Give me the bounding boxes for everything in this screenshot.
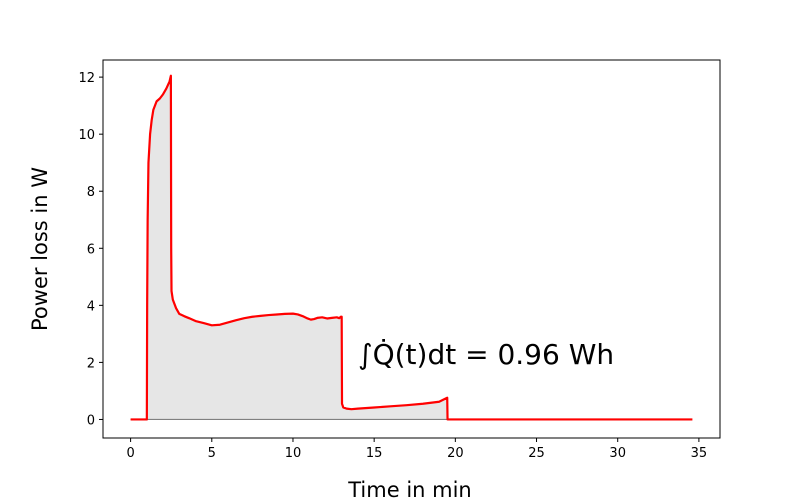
- y-tick-label: 8: [87, 185, 95, 200]
- x-axis-label: Time in min: [347, 478, 472, 500]
- y-tick-label: 10: [78, 128, 95, 143]
- x-tick-label: 35: [691, 446, 708, 461]
- fill-layer: [130, 75, 693, 420]
- y-tick-label: 0: [87, 413, 95, 428]
- x-tick-label: 25: [528, 446, 545, 461]
- x-tick-label: 15: [366, 446, 383, 461]
- x-tick-label: 10: [285, 446, 302, 461]
- y-tick-label: 2: [87, 356, 95, 371]
- line-layer: [130, 74, 693, 421]
- y-axis-label: Power loss in W: [28, 167, 52, 331]
- x-tick-label: 0: [126, 446, 134, 461]
- y-tick-label: 6: [87, 242, 95, 257]
- integral-annotation: ∫Q̇(t)dt = 0.96 Wh: [358, 338, 614, 371]
- y-axis-ticks: 0 2 4 6 8 10 12: [78, 71, 103, 428]
- x-axis-ticks: 0 5 10 15 20 25 30 35: [126, 438, 707, 461]
- x-tick-label: 30: [609, 446, 626, 461]
- plot-frame: [102, 59, 721, 439]
- y-tick-label: 4: [87, 299, 95, 314]
- x-tick-label: 5: [208, 446, 216, 461]
- area-fill: [130, 75, 693, 420]
- x-tick-label: 20: [447, 446, 464, 461]
- power-loss-line: [130, 74, 693, 421]
- y-tick-label: 12: [78, 71, 95, 86]
